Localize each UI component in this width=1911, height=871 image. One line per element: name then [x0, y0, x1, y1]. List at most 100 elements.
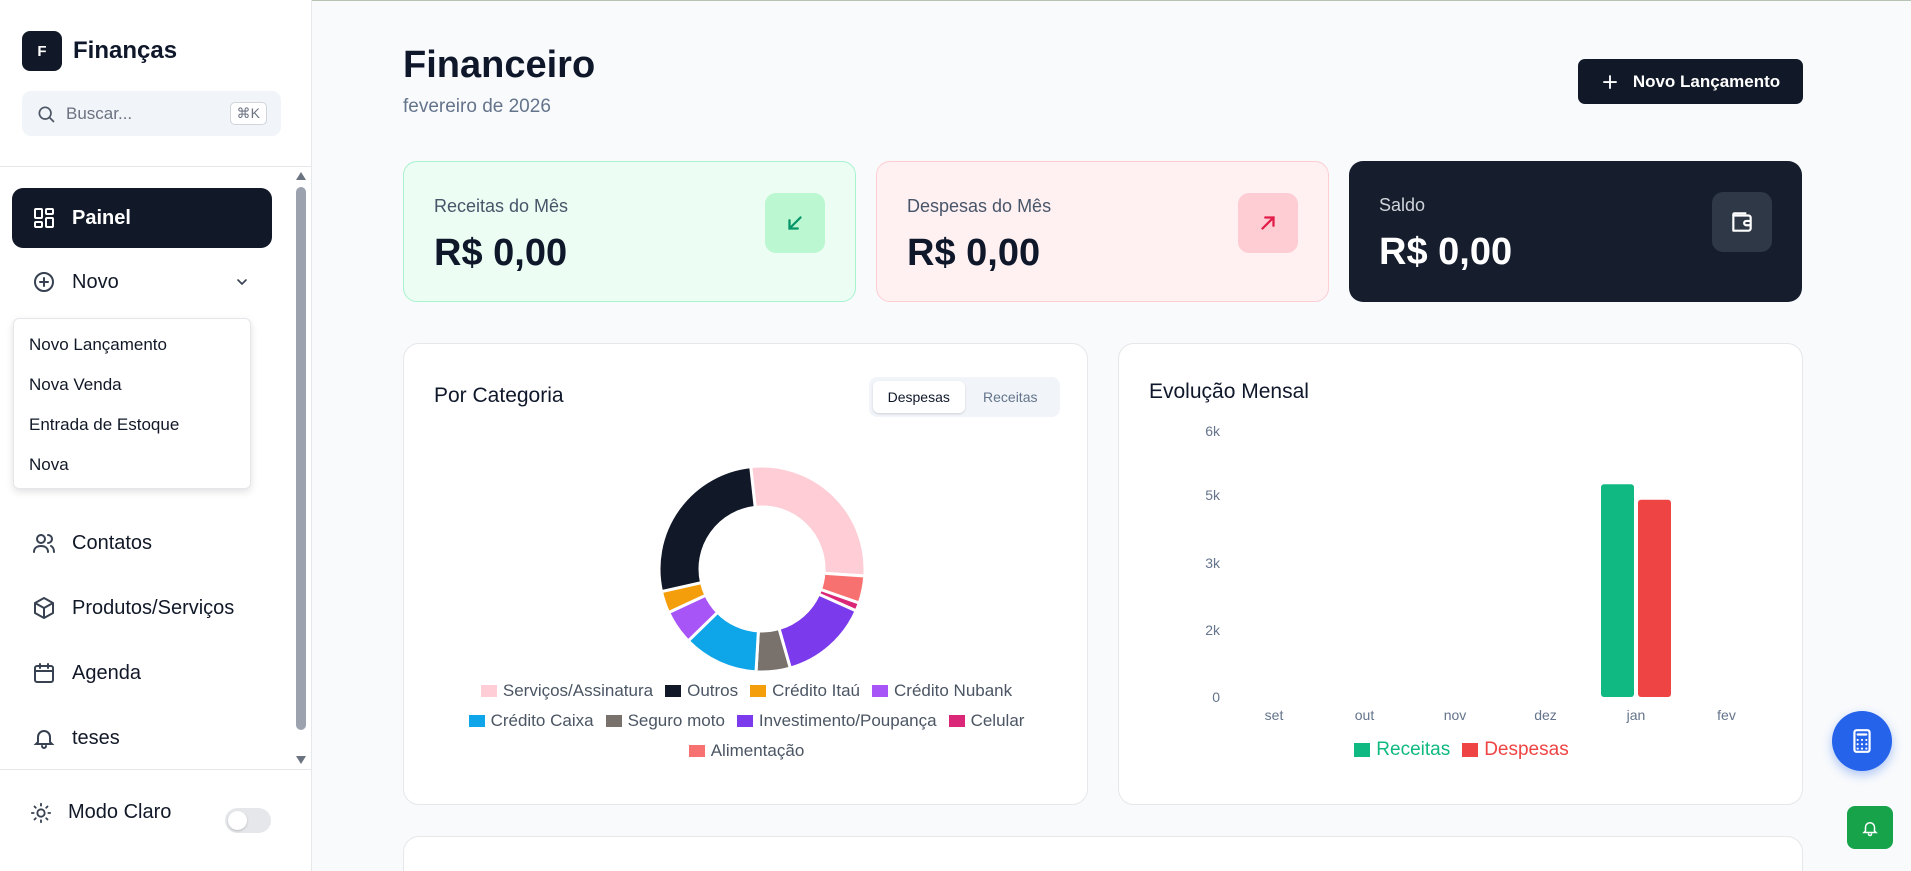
donut-slice-investimento-poupanca[interactable]	[777, 592, 859, 670]
expense-label: Despesas do Mês	[907, 196, 1052, 216]
y-tick-label: 2k	[1205, 622, 1221, 638]
legend-label: Crédito Nubank	[894, 681, 1013, 700]
scroll-down-arrow[interactable]	[296, 756, 306, 764]
dashboard-icon	[34, 208, 54, 228]
arrow-up-right-icon	[1238, 193, 1298, 253]
x-tick-label: fev	[1717, 707, 1736, 723]
sidebar-item-label: Novo	[72, 270, 119, 293]
bottom-panel	[403, 836, 1803, 871]
theme-row: Modo Claro	[30, 801, 171, 824]
legend-item-servicos-assinatura[interactable]: Serviços/Assinatura	[480, 681, 653, 701]
legend-item-despesas[interactable]: Despesas	[1462, 739, 1569, 761]
y-tick-label: 6k	[1205, 423, 1221, 439]
legend-row: Alimentação	[404, 741, 1089, 761]
sidebar-divider	[0, 166, 311, 167]
arrow-down-left-icon	[765, 193, 825, 253]
income-card: Receitas do Mês R$ 0,00	[403, 161, 856, 302]
y-tick-label: 0	[1212, 689, 1220, 705]
sidebar-item-agenda[interactable]: Agenda	[12, 643, 272, 703]
menu-item-nova-venda[interactable]: Nova Venda	[29, 375, 122, 394]
chevron-down-icon[interactable]	[234, 274, 250, 290]
new-entry-button[interactable]: Novo Lançamento	[1578, 59, 1803, 104]
x-tick-label: set	[1265, 707, 1284, 723]
legend-swatch	[736, 715, 753, 727]
evolution-title: Evolução Mensal	[1149, 380, 1309, 403]
evolution-legend: Receitas Despesas	[1119, 739, 1804, 761]
legend-label: Despesas	[1484, 739, 1569, 760]
legend-item-credito-itau[interactable]: Crédito Itaú	[750, 681, 860, 701]
legend-item-alimentacao[interactable]: Alimentação	[688, 741, 804, 761]
legend-swatch	[605, 715, 622, 727]
balance-value: R$ 0,00	[1379, 231, 1513, 273]
toggle-knob	[228, 811, 247, 830]
menu-item-nova[interactable]: Nova	[29, 455, 69, 474]
sidebar: F Finanças Buscar... ⌘K Painel Novo Novo…	[0, 0, 312, 871]
bell-icon	[33, 730, 55, 749]
legend-swatch	[468, 715, 485, 727]
wallet-icon	[1712, 192, 1772, 252]
sidebar-item-novo[interactable]: Novo	[12, 252, 272, 312]
legend-label: Receitas	[1376, 739, 1451, 760]
legend-label: Seguro moto	[627, 711, 725, 730]
legend-row: Crédito Caixa Seguro moto Investimento/Pou…	[404, 711, 1089, 731]
legend-item-investimento-poupanca[interactable]: Investimento/Poupança	[736, 711, 937, 731]
tab-receitas[interactable]: Receitas	[983, 389, 1038, 405]
plus-circle-icon	[34, 272, 54, 292]
y-tick-label: 5k	[1205, 487, 1221, 503]
sidebar-item-painel[interactable]: Painel	[12, 188, 272, 248]
donut-slice-outros[interactable]	[657, 464, 757, 594]
tab-despesas[interactable]: Despesas	[873, 381, 965, 413]
expense-value: R$ 0,00	[907, 232, 1041, 274]
sidebar-item-contatos[interactable]: Contatos	[12, 513, 272, 573]
legend-label: Outros	[687, 681, 739, 700]
search-placeholder: Buscar...	[66, 103, 133, 123]
sun-icon	[30, 802, 52, 823]
legend-label: Celular	[970, 711, 1025, 730]
calculator-button[interactable]	[1832, 711, 1892, 771]
menu-item-entrada-estoque[interactable]: Entrada de Estoque	[29, 415, 180, 434]
page-title: Financeiro	[403, 44, 596, 86]
bar-despesas-jan[interactable]	[1638, 499, 1671, 697]
brand-logo: F	[22, 31, 62, 71]
notifications-button[interactable]	[1847, 806, 1893, 849]
sidebar-item-teses[interactable]: teses	[12, 708, 272, 768]
legend-swatch	[665, 685, 682, 697]
brand[interactable]: F Finanças	[22, 31, 177, 71]
x-tick-label: out	[1355, 707, 1375, 723]
brand-name: Finanças	[73, 37, 178, 64]
income-label: Receitas do Mês	[434, 196, 569, 216]
legend-swatch	[480, 685, 497, 697]
search-input[interactable]: Buscar... ⌘K	[22, 91, 281, 136]
evolution-bar-chart: 0 2k 3k 5k 6k set out nov dez jan fev	[1205, 423, 1736, 723]
calendar-icon	[34, 663, 54, 683]
sidebar-item-produtos[interactable]: Produtos/Serviços	[12, 578, 272, 638]
legend-swatch	[948, 715, 965, 727]
legend-swatch	[750, 685, 767, 697]
legend-swatch	[1462, 743, 1479, 757]
legend-item-credito-nubank[interactable]: Crédito Nubank	[872, 681, 1012, 701]
users-icon	[33, 534, 55, 553]
balance-card: Saldo R$ 0,00	[1349, 161, 1802, 302]
sidebar-item-label: Agenda	[72, 661, 141, 684]
legend-swatch	[1354, 743, 1371, 757]
legend-swatch	[872, 685, 889, 697]
bar-receitas-jan[interactable]	[1601, 484, 1634, 697]
plus-icon	[1602, 74, 1617, 89]
x-tick-label: jan	[1626, 707, 1646, 723]
theme-toggle[interactable]	[225, 808, 271, 833]
legend-item-celular[interactable]: Celular	[948, 711, 1025, 731]
legend-item-outros[interactable]: Outros	[665, 681, 738, 701]
theme-label: Modo Claro	[68, 801, 172, 823]
scroll-up-arrow[interactable]	[296, 172, 306, 180]
legend-item-receitas[interactable]: Receitas	[1354, 739, 1450, 761]
donut-slice-servicos-assinatura[interactable]	[749, 464, 867, 578]
sidebar-item-label: Painel	[72, 206, 131, 229]
x-tick-label: dez	[1534, 707, 1557, 723]
menu-item-novo-lancamento[interactable]: Novo Lançamento	[29, 335, 167, 354]
page-subtitle: fevereiro de 2026	[403, 96, 551, 117]
legend-item-credito-caixa[interactable]: Crédito Caixa	[468, 711, 594, 731]
legend-swatch	[688, 745, 705, 757]
evolution-panel: Evolução Mensal 0 2k 3k 5k 6k set out nov dez jan…	[1118, 343, 1803, 805]
sidebar-scrollbar[interactable]	[296, 187, 306, 730]
legend-item-seguro-moto[interactable]: Seguro moto	[605, 711, 725, 731]
